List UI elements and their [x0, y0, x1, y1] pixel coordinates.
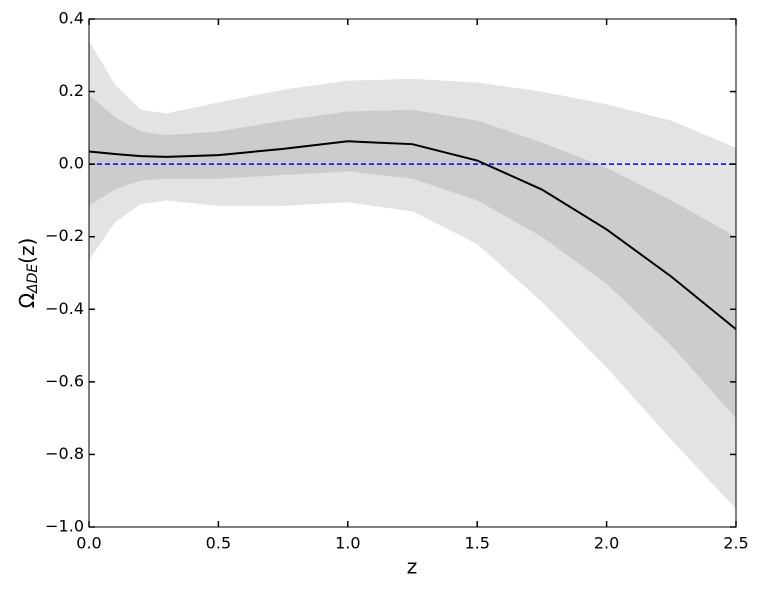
confidence-band [89, 95, 736, 419]
y-tick-label: −0.6 [45, 371, 84, 390]
y-axis-label: ΩΔDE(z) [15, 238, 42, 309]
plot-frame [88, 18, 737, 528]
y-tick-label: 0.4 [59, 9, 84, 28]
line [88, 140, 737, 331]
x-axis-label: z [407, 555, 418, 579]
x-tick-label: 0.0 [76, 534, 101, 553]
y-label-sub: ΔDE [25, 264, 41, 294]
x-tick-label: 2.5 [723, 534, 748, 553]
y-tick-label: 0.0 [59, 154, 84, 173]
y-tick-label: −0.2 [45, 226, 84, 245]
x-tick-label: 0.5 [206, 534, 231, 553]
x-tick-label: 1.5 [464, 534, 489, 553]
y-label-tail: (z) [15, 238, 39, 264]
y-tick-label: −0.8 [45, 444, 84, 463]
y-tick-label: 0.2 [59, 81, 84, 100]
x-tick-label: 2.0 [594, 534, 619, 553]
x-tick-label: 1.0 [335, 534, 360, 553]
y-tick-label: −0.4 [45, 299, 84, 318]
y-label-main: Ω [15, 293, 39, 308]
y-tick-label: −1.0 [45, 517, 84, 536]
